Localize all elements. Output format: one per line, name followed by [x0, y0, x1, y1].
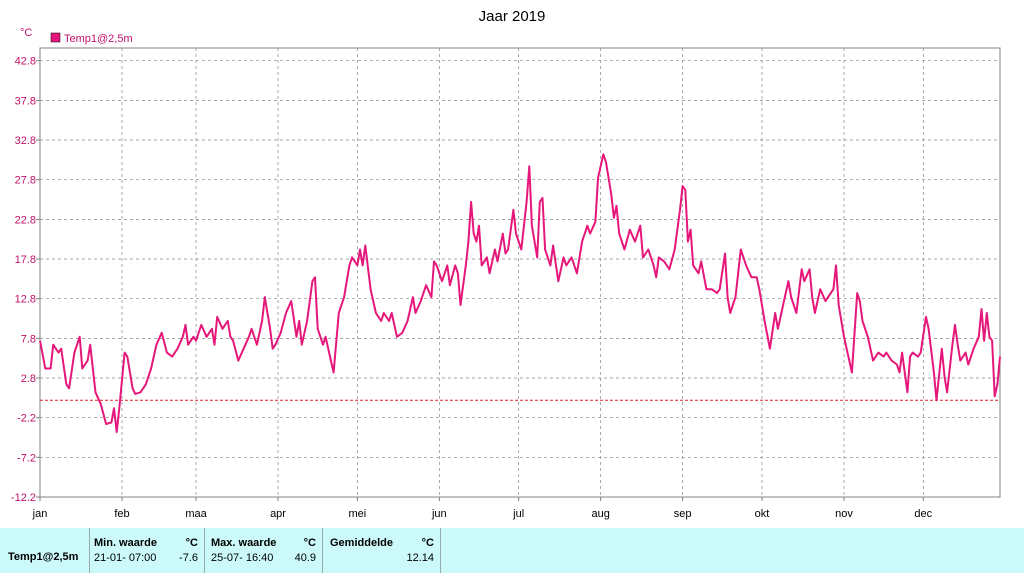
min-cell: Min. waarde °C 21-01- 07:00 -7.6 [90, 528, 205, 573]
avg-value: 12.14 [406, 552, 434, 564]
y-tick-label: 27.8 [15, 175, 36, 187]
series-cell: Temp1@2,5m [0, 528, 90, 573]
y-tick-label: 17.8 [15, 254, 36, 266]
x-tick-label: maa [185, 508, 207, 520]
stats-table: Temp1@2,5m Min. waarde °C 21-01- 07:00 -… [0, 528, 1024, 573]
legend-label: Temp1@2,5m [64, 33, 133, 45]
y-tick-label: 42.8 [15, 56, 36, 68]
y-tick-label: 32.8 [15, 135, 36, 147]
data-line [39, 153, 1001, 433]
y-tick-label: 2.8 [21, 373, 36, 385]
min-value: -7.6 [179, 552, 198, 564]
max-value: 40.9 [294, 552, 316, 564]
x-tick-label: jun [431, 508, 447, 520]
min-label: Min. waarde [94, 537, 157, 549]
x-tick-label: dec [914, 508, 932, 520]
x-tick-label: aug [591, 508, 609, 520]
plot-area [39, 47, 1001, 498]
min-time: 21-01- 07:00 [94, 552, 157, 564]
y-tick-label: 37.8 [15, 95, 36, 107]
y-unit: °C [20, 27, 32, 39]
series-label: Temp1@2,5m [8, 551, 79, 563]
y-tick-label: 22.8 [15, 214, 36, 226]
y-tick-label: -12.2 [11, 492, 36, 504]
min-unit: °C [185, 537, 198, 549]
y-tick-label: 12.8 [15, 294, 36, 306]
x-tick-label: mei [348, 508, 366, 520]
x-tick-label: sep [674, 508, 692, 520]
legend-swatch [50, 32, 61, 43]
x-tick-label: apr [270, 508, 286, 520]
max-time: 25-07- 16:40 [211, 552, 274, 564]
avg-unit: °C [421, 537, 434, 549]
avg-label: Gemiddelde [330, 537, 393, 549]
max-label: Max. waarde [211, 537, 277, 549]
y-tick-label: -7.2 [17, 452, 36, 464]
y-tick-label: -2.2 [17, 413, 36, 425]
x-tick-label: okt [755, 508, 770, 520]
y-tick-label: 7.8 [21, 333, 36, 345]
max-cell: Max. waarde °C 25-07- 16:40 40.9 [205, 528, 323, 573]
x-tick-label: nov [835, 508, 853, 520]
max-unit: °C [303, 537, 316, 549]
chart: Jaar 2019 °C Temp1@2,5m -12.2 -7.2 -2.2 2.8… [11, 8, 1001, 520]
chart-title: Jaar 2019 [479, 8, 546, 25]
x-tick-label: jul [512, 508, 524, 520]
avg-cell: Gemiddelde °C 12.14 [323, 528, 441, 573]
x-tick-label: jan [32, 508, 48, 520]
x-tick-label: feb [114, 508, 129, 520]
